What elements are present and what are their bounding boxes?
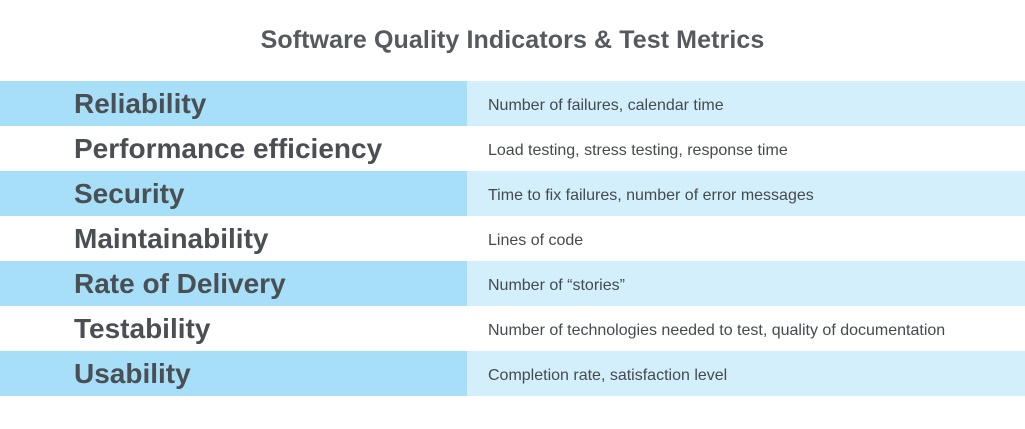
table-row: Performance efficiency Load testing, str…: [0, 126, 1025, 171]
metric-label: Performance efficiency: [74, 132, 383, 164]
measure-label: Number of “stories”: [488, 276, 625, 294]
measure-label: Number of failures, calendar time: [488, 96, 724, 114]
metric-cell: Maintainability: [0, 216, 467, 261]
measure-cell: Number of failures, calendar time: [467, 81, 1025, 126]
table-row: Testability Number of technologies neede…: [0, 306, 1025, 351]
measure-cell: Number of technologies needed to test, q…: [467, 306, 1025, 351]
table-row: Rate of Delivery Number of “stories”: [0, 261, 1025, 306]
measure-label: Time to fix failures, number of error me…: [488, 186, 814, 204]
measure-label: Load testing, stress testing, response t…: [488, 141, 788, 159]
metric-cell: Reliability: [0, 81, 467, 126]
measure-cell: Time to fix failures, number of error me…: [467, 171, 1025, 216]
metric-cell: Rate of Delivery: [0, 261, 467, 306]
metric-label: Maintainability: [74, 222, 269, 254]
measure-cell: Completion rate, satisfaction level: [467, 351, 1025, 396]
page-title: Software Quality Indicators & Test Metri…: [260, 26, 765, 54]
measure-cell: Number of “stories”: [467, 261, 1025, 306]
metric-label: Testability: [74, 312, 211, 344]
table-row: Usability Completion rate, satisfaction …: [0, 351, 1025, 396]
measure-cell: Load testing, stress testing, response t…: [467, 126, 1025, 171]
measure-label: Lines of code: [488, 231, 584, 249]
table-row: Security Time to fix failures, number of…: [0, 171, 1025, 216]
metric-label: Rate of Delivery: [74, 267, 286, 299]
metric-cell: Testability: [0, 306, 467, 351]
metric-cell: Security: [0, 171, 467, 216]
metric-cell: Performance efficiency: [0, 126, 467, 171]
measure-label: Number of technologies needed to test, q…: [488, 321, 946, 339]
metric-label: Security: [74, 177, 185, 209]
metric-label: Usability: [74, 357, 191, 389]
measure-label: Completion rate, satisfaction level: [488, 366, 728, 384]
measure-cell: Lines of code: [467, 216, 1025, 261]
metric-label: Reliability: [74, 87, 207, 119]
table-row: Reliability Number of failures, calendar…: [0, 81, 1025, 126]
table-row: Maintainability Lines of code: [0, 216, 1025, 261]
metrics-table: Reliability Number of failures, calendar…: [0, 81, 1025, 396]
metric-cell: Usability: [0, 351, 467, 396]
